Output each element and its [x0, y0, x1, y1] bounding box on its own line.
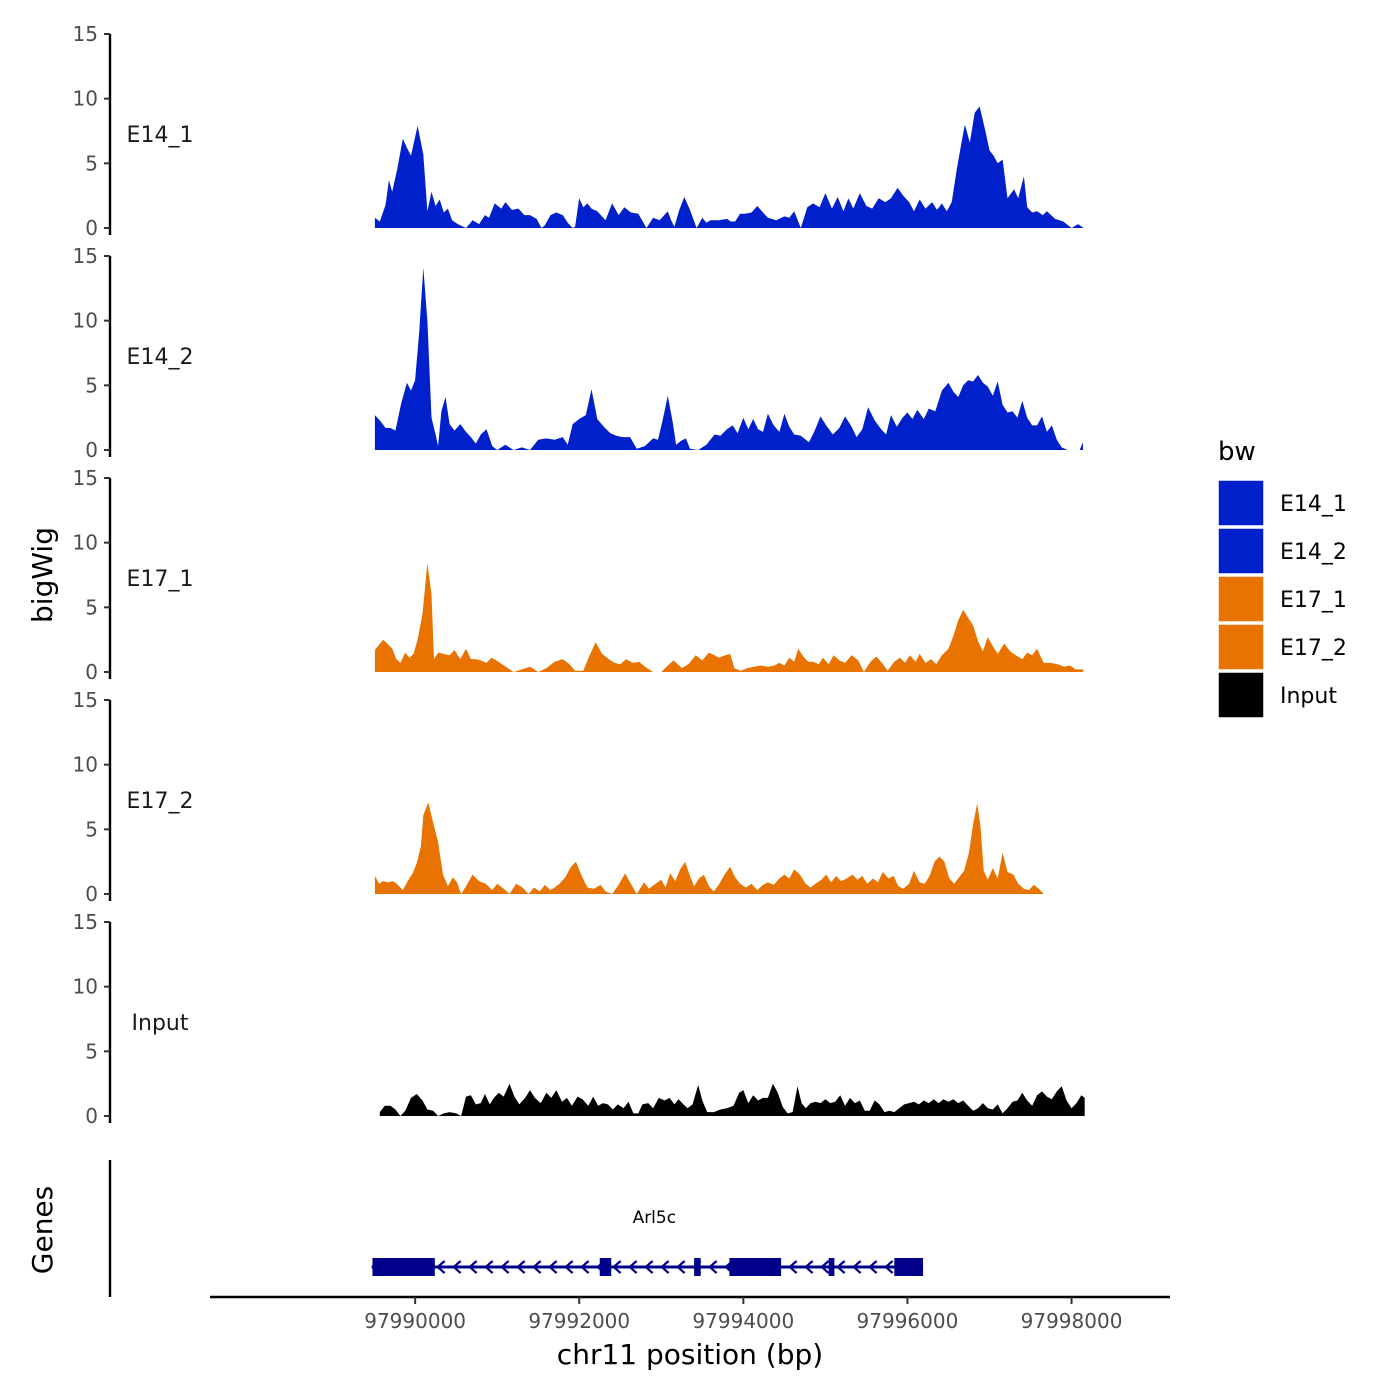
strand-arrow: [659, 1260, 670, 1274]
y-tick-label: 0: [85, 882, 98, 906]
track-label: E17_1: [127, 567, 194, 592]
y-tick-label: 10: [73, 531, 98, 555]
strand-arrow: [803, 1260, 814, 1274]
gene-label: Arl5c: [633, 1208, 677, 1228]
y-tick-label: 5: [85, 373, 98, 397]
y-tick-label: 15: [73, 244, 98, 268]
y-axis-title: bigWig: [26, 527, 59, 623]
legend-label: E14_2: [1280, 540, 1347, 565]
x-tick-label: 97998000: [1021, 1309, 1123, 1333]
x-tick-label: 97994000: [692, 1309, 794, 1333]
legend-key: [1217, 575, 1265, 623]
coverage-area: [374, 106, 1084, 228]
track-label: Input: [132, 1011, 189, 1036]
x-tick-label: 97990000: [364, 1309, 466, 1333]
y-tick-label: 10: [73, 753, 98, 777]
strand-arrow: [675, 1260, 686, 1274]
legend-label: E14_1: [1280, 492, 1347, 517]
y-tick-label: 5: [85, 595, 98, 619]
x-tick-label: 97996000: [857, 1309, 959, 1333]
legend-label: E17_1: [1280, 588, 1347, 613]
gene-track: Arl5c: [108, 1160, 924, 1297]
track-e17-2: 0 5 10 15 E17_2: [73, 688, 1051, 906]
x-tick-label: 97992000: [528, 1309, 630, 1333]
coverage-tracks: 0 5 10 15 E14_1 0 5 10 15 E14_2 0 5 10 15 E17_1 0 5 10 15 E…: [73, 22, 1085, 1128]
strand-arrow: [467, 1260, 478, 1274]
y-tick-label: 5: [85, 1039, 98, 1063]
y-tick-label: 0: [85, 660, 98, 684]
track-e14-1: 0 5 10 15 E14_1: [73, 22, 1084, 240]
strand-arrow: [627, 1260, 638, 1274]
legend-label: Input: [1280, 684, 1337, 709]
gene-exon: [729, 1258, 782, 1276]
y-tick-label: 10: [73, 975, 98, 999]
strand-arrow: [707, 1260, 718, 1274]
strand-arrow: [835, 1260, 846, 1274]
gene-exon: [828, 1258, 835, 1276]
strand-arrow: [851, 1260, 862, 1274]
track-label: E14_2: [127, 345, 194, 370]
y-tick-label: 0: [85, 216, 98, 240]
y-tick-label: 15: [73, 22, 98, 46]
strand-arrow: [451, 1260, 462, 1274]
genes-track-title: Genes: [26, 1186, 59, 1274]
track-e14-2: 0 5 10 15 E14_2: [73, 244, 1083, 462]
strand-arrow: [643, 1260, 654, 1274]
y-tick-label: 0: [85, 438, 98, 462]
x-axis: 97990000 97992000 97994000 97996000 97998000: [210, 1295, 1170, 1333]
strand-arrow: [547, 1260, 558, 1274]
legend: bw E14_1 E14_2 E17_1 E17_2 Input: [1217, 437, 1347, 719]
strand-arrow: [499, 1260, 510, 1274]
y-tick-label: 15: [73, 688, 98, 712]
strand-arrow: [787, 1260, 798, 1274]
legend-key: [1217, 479, 1265, 527]
track-label: E17_2: [127, 789, 194, 814]
strand-arrow: [579, 1260, 590, 1274]
coverage-area: [374, 802, 1051, 894]
strand-arrow: [531, 1260, 542, 1274]
y-tick-label: 0: [85, 1104, 98, 1128]
gene-arl5c: Arl5c: [371, 1208, 924, 1276]
gene-exon: [694, 1258, 701, 1276]
coverage-area: [379, 1083, 1085, 1116]
strand-arrow: [611, 1260, 622, 1274]
legend-label: E17_2: [1280, 636, 1347, 661]
legend-key: [1217, 527, 1265, 575]
legend-title: bw: [1218, 437, 1256, 467]
strand-arrow: [435, 1260, 446, 1274]
y-tick-label: 5: [85, 817, 98, 841]
gene-exon: [372, 1258, 435, 1276]
track-label: E14_1: [127, 123, 194, 148]
track-input: 0 5 10 15 Input: [73, 910, 1085, 1128]
x-axis-title: chr11 position (bp): [557, 1338, 823, 1371]
y-tick-label: 15: [73, 466, 98, 490]
y-tick-label: 10: [73, 87, 98, 111]
strand-arrow: [819, 1260, 830, 1274]
y-tick-label: 15: [73, 910, 98, 934]
coverage-area: [374, 267, 1083, 450]
track-e17-1: 0 5 10 15 E17_1: [73, 466, 1083, 684]
y-tick-label: 10: [73, 309, 98, 333]
strand-arrow: [563, 1260, 574, 1274]
y-tick-label: 5: [85, 151, 98, 175]
strand-arrow: [867, 1260, 878, 1274]
gene-exon: [894, 1258, 924, 1276]
strand-arrow: [883, 1260, 894, 1274]
strand-arrow: [483, 1260, 494, 1274]
legend-key: [1217, 623, 1265, 671]
coverage-area: [374, 563, 1083, 672]
gene-exon: [599, 1258, 612, 1276]
strand-arrow: [515, 1260, 526, 1274]
legend-key: [1217, 671, 1265, 719]
